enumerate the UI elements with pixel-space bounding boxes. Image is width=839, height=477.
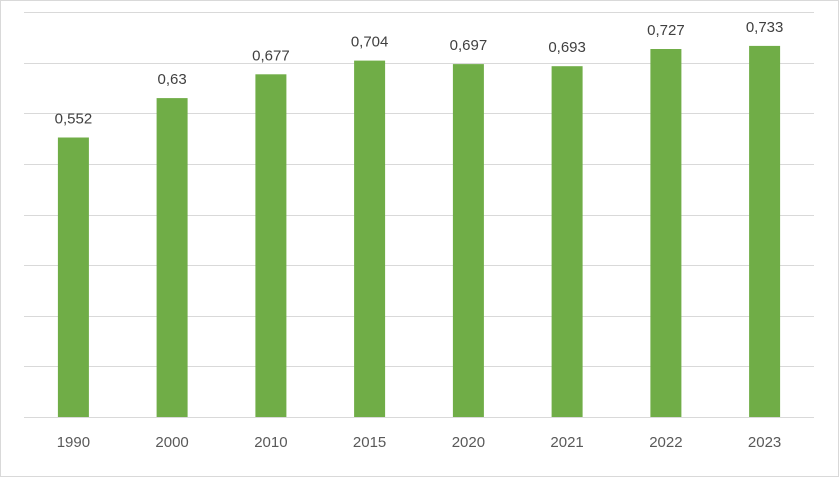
data-labels: 0,552 0,63 0,677 0,704 0,697 0,693 0,727 0,733: [55, 19, 784, 128]
bar-2021: [551, 66, 583, 417]
data-label-2015: 0,704: [351, 34, 389, 51]
bar-2023: [749, 45, 781, 418]
data-label-2022: 0,727: [647, 22, 685, 39]
x-tick-label-2010: 2010: [254, 434, 287, 451]
x-tick-label-2023: 2023: [748, 434, 781, 451]
bar-2000: [156, 98, 188, 417]
bar-2020: [452, 64, 484, 417]
x-tick-label-2022: 2022: [649, 434, 682, 451]
gridlines: [24, 12, 814, 418]
data-label-2020: 0,697: [450, 37, 488, 54]
data-label-2010: 0,677: [252, 47, 290, 64]
data-label-1990: 0,552: [55, 111, 93, 128]
x-tick-label-2021: 2021: [550, 434, 583, 451]
x-tick-labels: 1990 2000 2010 2015 2020 2021 2022 2023: [57, 434, 782, 451]
bar-2022: [650, 49, 682, 417]
x-tick-label-2015: 2015: [353, 434, 386, 451]
bar-1990: [57, 137, 89, 417]
x-tick-label-1990: 1990: [57, 434, 90, 451]
data-label-2023: 0,733: [746, 19, 784, 36]
x-tick-label-2000: 2000: [155, 434, 188, 451]
data-label-2021: 0,693: [548, 39, 586, 56]
bar-2010: [255, 74, 287, 418]
bars: [57, 45, 781, 418]
x-tick-label-2020: 2020: [452, 434, 485, 451]
bar-2015: [354, 60, 386, 417]
data-label-2000: 0,63: [157, 71, 186, 88]
